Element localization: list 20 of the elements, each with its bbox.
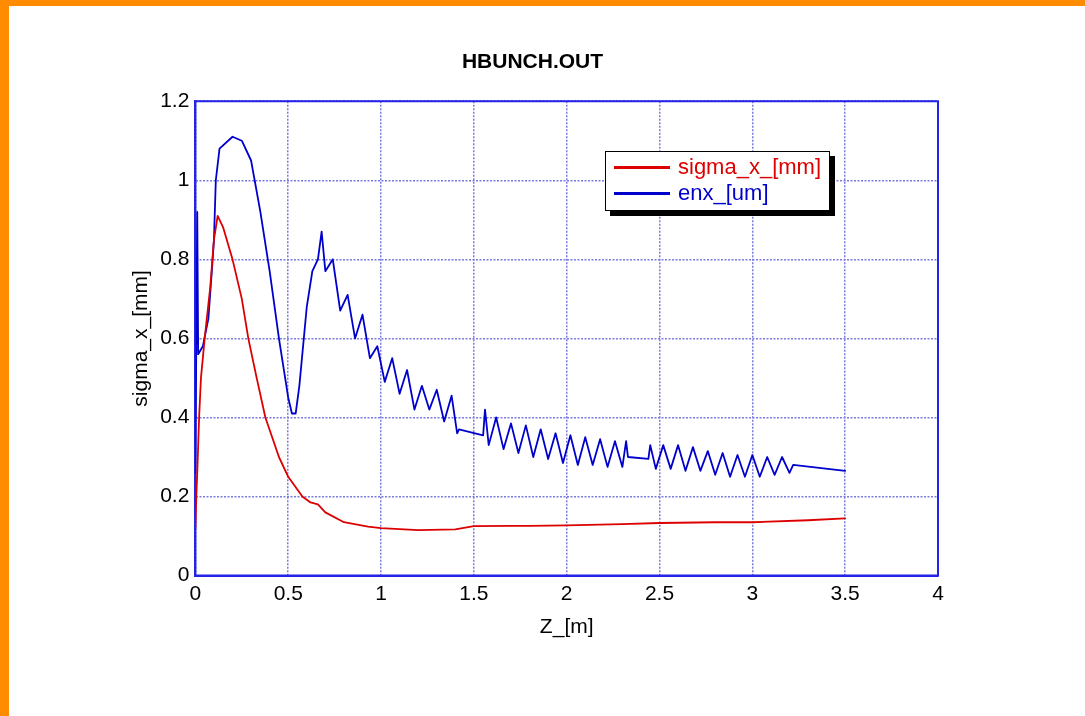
y-tick-label: 0	[177, 562, 190, 586]
x-tick-label: 3	[746, 581, 759, 604]
x-tick-label: 3.5	[830, 581, 860, 604]
x-tick-label: 0.5	[273, 581, 303, 604]
x-axis-title: Z_[m]	[539, 614, 594, 639]
y-tick-label: 1	[177, 167, 190, 191]
y-tick-label: 0.6	[160, 325, 190, 349]
y-tick-label: 0.2	[160, 483, 190, 507]
chart-title: HBUNCH.OUT	[461, 49, 604, 73]
x-tick-label: 4	[932, 581, 945, 604]
x-tick-label: 1	[375, 581, 387, 604]
x-tick-label: 2.5	[644, 581, 675, 604]
x-tick-label: 2	[560, 581, 573, 604]
y-tick-label: 0.8	[160, 246, 190, 270]
y-tick-label: 1.2	[160, 88, 190, 111]
x-tick-label: 1.5	[459, 581, 489, 604]
y-tick-label: 0.4	[160, 404, 190, 428]
legend-label: enx_[um]	[678, 180, 769, 207]
legend-label: sigma_x_[mm]	[678, 154, 822, 181]
y-axis-title: sigma_x_[mm]	[128, 270, 153, 407]
